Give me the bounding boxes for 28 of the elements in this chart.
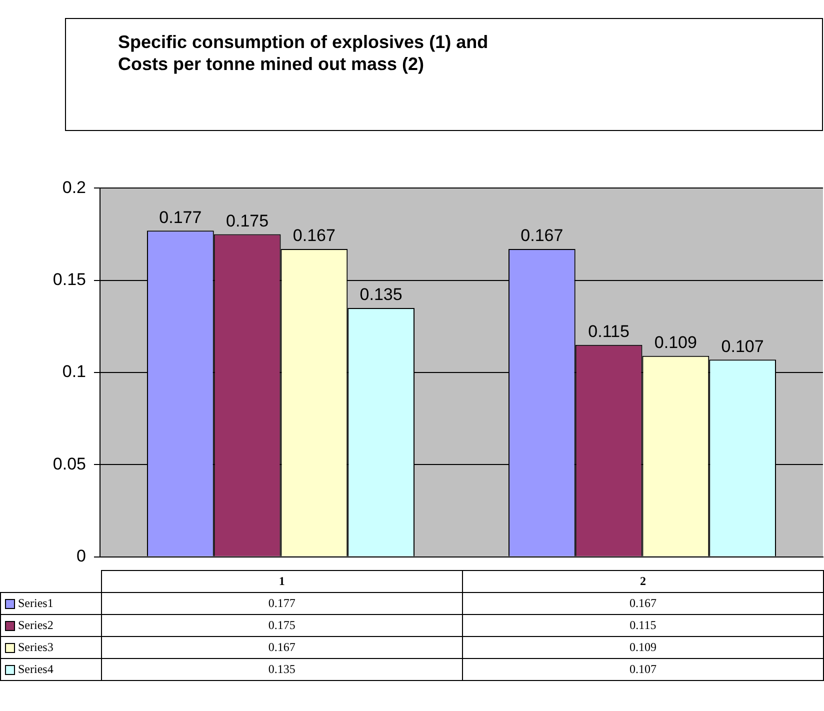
annotation: 0.107 xyxy=(721,336,764,356)
chart-title: Specific consumption of explosives (1) and Costs per tonne mined out mass (2) xyxy=(118,31,488,75)
annotation: 0.167 xyxy=(520,226,564,246)
legend-label: Series4 xyxy=(0,658,102,680)
legend-label: Series2 xyxy=(0,614,102,636)
y-tick-label: 0.15 xyxy=(52,270,86,290)
annotation: 0.109 xyxy=(654,333,697,352)
data-label: 0.167 xyxy=(101,636,462,658)
annotation: 0.167 xyxy=(292,226,336,246)
y-tick-label: 0 xyxy=(76,546,86,566)
data-label: 0.177 xyxy=(101,592,462,614)
y-tick-label: 0.05 xyxy=(52,454,86,474)
data-label: 0.167 xyxy=(462,592,824,614)
legend-label: Series1 xyxy=(0,592,102,614)
data-label: 0.107 xyxy=(462,658,824,680)
data-label: 0.109 xyxy=(462,636,824,658)
y-tick-label: 0.1 xyxy=(62,362,86,382)
legend-label: Series3 xyxy=(0,636,102,658)
x-tick-label: 2 xyxy=(462,570,824,592)
annotation: 0.135 xyxy=(360,285,402,304)
x-tick-label: 1 xyxy=(101,570,462,592)
data-label: 0.115 xyxy=(462,614,824,636)
annotation: 0.115 xyxy=(588,322,630,342)
annotation: 0.177 xyxy=(159,208,202,227)
data-label: 0.175 xyxy=(101,614,462,636)
annotation: 0.175 xyxy=(226,211,269,230)
data-label: 0.135 xyxy=(101,658,462,680)
y-tick-label: 0.2 xyxy=(62,178,86,197)
